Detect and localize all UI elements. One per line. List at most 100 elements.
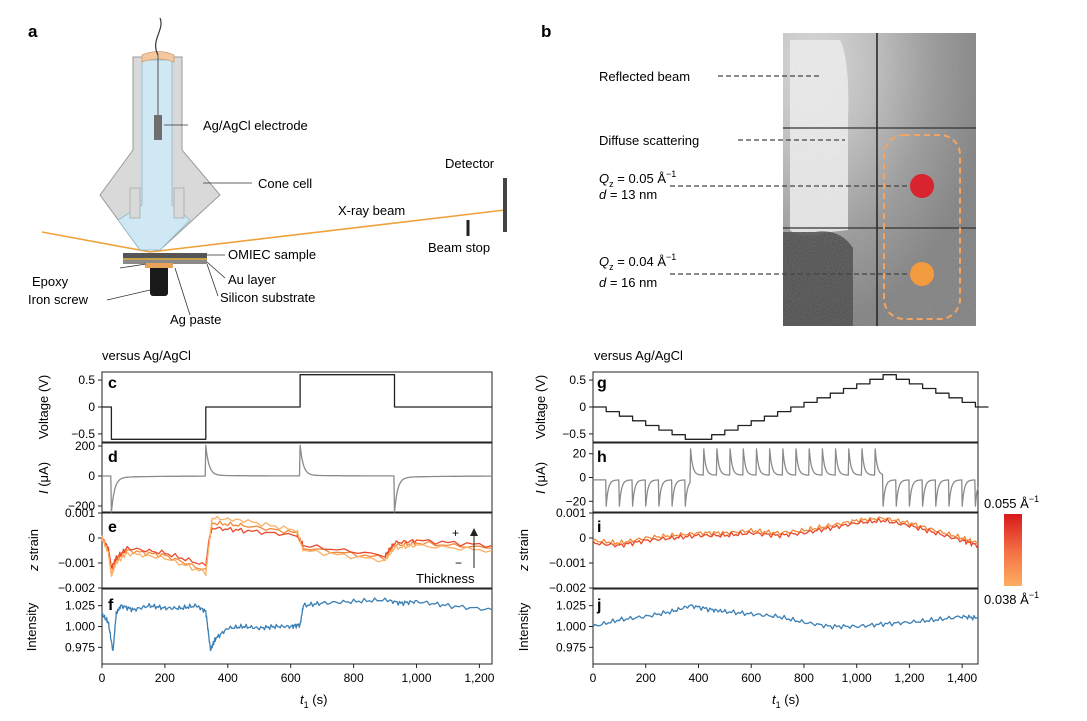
ytick-label-d: −200 xyxy=(68,499,95,513)
series-line-g xyxy=(593,374,989,440)
plot-frame-i xyxy=(592,512,979,589)
chart-i: 0.001 0 −0.001 −0.002 i xyxy=(549,506,979,595)
ytick-label-f: 1.000 xyxy=(65,620,95,634)
chart-c: 0.5 0 −0.5 c xyxy=(71,371,493,443)
xlabel-right: t1 (s) xyxy=(772,692,799,710)
panel-letter-e: e xyxy=(108,519,117,536)
label-ag-paste: Ag paste xyxy=(170,312,221,327)
label-epoxy: Epoxy xyxy=(32,274,69,289)
label-reflected-beam: Reflected beam xyxy=(599,69,690,84)
colorbar-bottom-label: 0.038 Å−1 xyxy=(984,590,1039,607)
label-iron-screw: Iron screw xyxy=(28,292,89,307)
electrode-wire xyxy=(155,17,162,56)
series-line-i xyxy=(592,517,979,548)
xtick-label-f: 1,200 xyxy=(464,671,494,685)
ylabel-intensity-left: Intensity xyxy=(24,602,39,651)
peak-circle-1 xyxy=(910,174,934,198)
plot-frame-j xyxy=(592,588,979,665)
label-electrode: Ag/AgCl electrode xyxy=(203,118,308,133)
ylabel-voltage-right: Voltage (V) xyxy=(533,375,548,439)
xtick-label-j: 1,200 xyxy=(894,671,924,685)
ytick-label-f: 0.975 xyxy=(65,640,95,654)
ytick-label-i: −0.001 xyxy=(549,556,586,570)
label-diffuse: Diffuse scattering xyxy=(599,133,699,148)
ytick-label-c: −0.5 xyxy=(71,427,95,441)
panel-letter-f: f xyxy=(108,597,114,614)
label-xray-beam: X-ray beam xyxy=(338,203,405,218)
ytick-label-j: 0.975 xyxy=(556,640,586,654)
chart-f: 1.025 1.000 0.975 0 200 400 600 800 1,000 1,200 f xyxy=(65,588,495,685)
chart-j: 1.025 1.000 0.975 0 200 400 600 800 1,000 1,200 1,… xyxy=(556,588,979,685)
series-line-e xyxy=(101,520,492,573)
chart-h: 20 0 −20 h xyxy=(566,442,979,513)
thickness-minus: − xyxy=(455,556,462,570)
omiec-sample xyxy=(123,253,207,258)
series-line-e xyxy=(101,515,493,577)
epoxy-layer xyxy=(145,263,173,268)
plot-frame-h xyxy=(592,442,979,513)
xtick-label-j: 1,000 xyxy=(842,671,872,685)
xray-beam-in xyxy=(41,231,151,253)
ylabel-intensity-right: Intensity xyxy=(516,602,531,651)
ytick-label-i: −0.002 xyxy=(549,581,586,595)
series-line-h xyxy=(592,448,979,507)
chart-e: 0.001 0 −0.001 −0.002 e xyxy=(58,506,493,595)
panel-letter-d: d xyxy=(108,449,118,466)
xtick-label-f: 400 xyxy=(218,671,238,685)
ytick-label-h: 20 xyxy=(573,447,587,461)
xtick-label-j: 0 xyxy=(590,671,597,685)
plot-frame-d xyxy=(101,442,493,513)
xlabel-left: t1 (s) xyxy=(300,692,327,710)
label-peak2-q: Qz = 0.04 Å−1 xyxy=(599,252,676,272)
ytick-label-j: 1.025 xyxy=(556,599,586,613)
chart-d: 200 0 −200 d xyxy=(68,439,493,513)
xtick-label-f: 600 xyxy=(281,671,301,685)
ytick-label-h: −20 xyxy=(566,494,587,508)
ytick-label-i: 0.001 xyxy=(556,506,586,520)
panel-letter-j: j xyxy=(596,597,601,614)
ytick-label-g: 0.5 xyxy=(569,373,586,387)
ytick-label-e: 0 xyxy=(88,531,95,545)
ytick-label-e: −0.002 xyxy=(58,581,95,595)
ylabel-current-left: I (μA) xyxy=(36,462,51,494)
label-silicon: Silicon substrate xyxy=(220,290,315,305)
roi-box xyxy=(883,134,961,320)
ytick-label-d: 200 xyxy=(75,439,95,453)
xtick-label-j: 200 xyxy=(636,671,656,685)
iron-screw xyxy=(150,264,168,296)
panel-letter-g: g xyxy=(597,375,607,392)
xtick-label-j: 1,400 xyxy=(947,671,977,685)
charts: 0.50−0.5c2000−200d0.0010−0.001−0.002e1.0… xyxy=(58,371,989,685)
series-line-j xyxy=(592,604,979,630)
thickness-plus: + xyxy=(452,526,459,540)
plot-frame-g xyxy=(592,371,979,443)
colorbar xyxy=(1004,514,1022,586)
xtick-label-f: 800 xyxy=(344,671,364,685)
ytick-label-c: 0.5 xyxy=(78,373,95,387)
ytick-label-e: 0.001 xyxy=(65,506,95,520)
ytick-label-j: 1.000 xyxy=(556,620,586,634)
ag-agcl-electrode xyxy=(154,115,162,140)
detector-image-panel: Reflected beam Diffuse scattering Qz = 0… xyxy=(599,33,976,326)
series-line-d xyxy=(101,444,493,513)
series-line-f xyxy=(101,597,493,652)
thickness-label: Thickness xyxy=(416,571,475,586)
xtick-label-f: 1,000 xyxy=(402,671,432,685)
ytick-label-g: −0.5 xyxy=(562,427,586,441)
panel-letter-i: i xyxy=(597,519,601,536)
ytick-label-h: 0 xyxy=(579,471,586,485)
panel-letter-b: b xyxy=(541,22,551,41)
left-header: versus Ag/AgCl xyxy=(102,348,191,363)
label-beam-stop: Beam stop xyxy=(428,240,490,255)
ylabel-voltage-left: Voltage (V) xyxy=(36,375,51,439)
ytick-label-g: 0 xyxy=(579,400,586,414)
label-au-layer: Au layer xyxy=(228,272,276,287)
ytick-label-f: 1.025 xyxy=(65,599,95,613)
ytick-label-i: 0 xyxy=(579,531,586,545)
label-peak2-d: d = 16 nm xyxy=(599,275,657,290)
label-peak1-q: Qz = 0.05 Å−1 xyxy=(599,169,676,189)
label-sample: OMIEC sample xyxy=(228,247,316,262)
ylabel-current-right: I (μA) xyxy=(533,462,548,494)
series-line-c xyxy=(102,374,492,440)
